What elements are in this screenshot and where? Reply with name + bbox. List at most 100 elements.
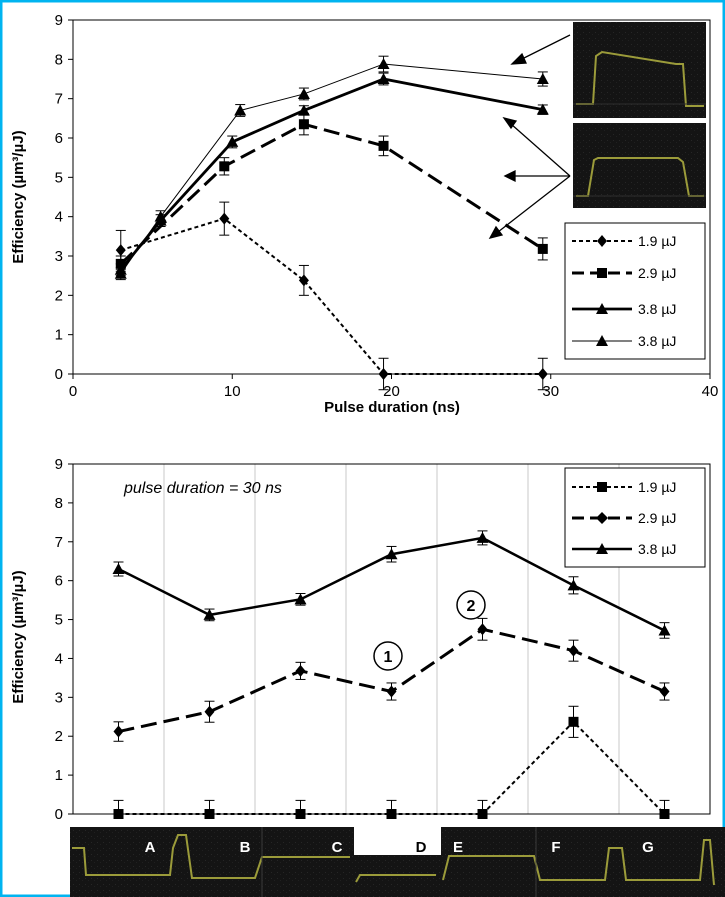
waveform-label-c: C — [332, 839, 343, 856]
waveform-label-b: B — [240, 839, 251, 856]
top-x-tick-label: 10 — [224, 383, 241, 400]
bottom-y-tick-label: 4 — [55, 650, 63, 667]
top-y-tick-label: 5 — [55, 169, 63, 186]
waveform-label-g: G — [642, 839, 654, 856]
bottom-legend: 1.9 µJ 2.9 µJ 3.8 µJ — [564, 467, 706, 568]
waveform-label-a: A — [145, 839, 156, 856]
top-data-point — [378, 140, 389, 151]
bottom-y-tick-label: 3 — [55, 689, 63, 706]
bottom-data-point — [568, 716, 579, 727]
circled-label-2: 2 — [456, 590, 486, 620]
waveform-label-f: F — [551, 839, 560, 856]
top-y-axis-title: Efficiency (µm³/µJ) — [10, 130, 27, 263]
top-data-point — [537, 243, 548, 254]
waveform-label-e: E — [453, 839, 463, 856]
top-legend-label-2: 2.9 µJ — [638, 265, 676, 281]
top-data-point — [115, 244, 126, 257]
top-y-tick-label: 0 — [55, 366, 63, 383]
top-x-tick-label: 0 — [69, 383, 77, 400]
bottom-data-point — [567, 579, 580, 591]
top-x-axis-title: Pulse duration (ns) — [324, 399, 460, 416]
top-series-line-4 — [120, 63, 543, 274]
bottom-plot-area — [72, 463, 711, 815]
circled-label-2-text: 2 — [467, 598, 476, 615]
top-y-tick-label: 3 — [55, 248, 63, 265]
top-data-point — [297, 87, 310, 99]
bottom-data-point — [385, 548, 398, 560]
pulse-duration-note: pulse duration = 30 ns — [123, 480, 282, 497]
bottom-data-point — [295, 664, 306, 677]
bottom-data-point — [476, 531, 489, 543]
bottom-y-tick-label: 8 — [55, 495, 63, 512]
bottom-series-group — [112, 530, 671, 819]
top-legend-label-1: 1.9 µJ — [638, 233, 676, 249]
top-plot-area — [72, 19, 711, 375]
top-data-point — [219, 212, 230, 225]
top-legend-item-4: 3.8 µJ — [572, 333, 676, 349]
bottom-data-point — [294, 593, 307, 605]
top-data-point — [154, 210, 167, 222]
bottom-y-tick-label: 6 — [55, 573, 63, 590]
circled-label-1: 1 — [373, 641, 403, 671]
top-data-point — [377, 73, 390, 84]
waveform-strip: A B C D E F G — [70, 827, 725, 897]
top-y-tick-label: 8 — [55, 51, 63, 68]
bottom-axis-ticks: 0 1 2 3 4 5 6 7 8 9 — [55, 456, 73, 823]
bottom-data-point — [568, 644, 579, 657]
bottom-legend-item-2: 2.9 µJ — [572, 510, 676, 526]
bottom-data-point — [112, 563, 125, 574]
bottom-y-tick-label: 5 — [55, 612, 63, 629]
top-legend-item-3: 3.8 µJ — [572, 301, 676, 317]
bottom-data-point — [204, 705, 215, 718]
scope-inset-2 — [573, 123, 706, 208]
bottom-data-point — [386, 685, 397, 698]
top-x-tick-label: 20 — [383, 383, 400, 400]
top-data-point — [377, 58, 390, 70]
bottom-y-tick-label: 0 — [55, 806, 63, 823]
top-legend-item-1: 1.9 µJ — [572, 233, 676, 249]
top-data-point — [297, 104, 310, 116]
bottom-y-tick-label: 7 — [55, 534, 63, 551]
bottom-chart: 0 1 2 3 4 5 6 7 8 9 Efficiency (µm³/µJ) pulse dur… — [10, 456, 725, 897]
top-y-tick-label: 1 — [55, 327, 63, 344]
bottom-legend-item-3: 3.8 µJ — [572, 541, 676, 557]
top-data-point — [226, 135, 239, 147]
bottom-y-axis-title: Efficiency (µm³/µJ) — [10, 570, 27, 703]
waveform-label-d: D — [416, 839, 427, 856]
top-y-tick-label: 2 — [55, 287, 63, 304]
top-legend-item-2: 2.9 µJ — [572, 265, 676, 281]
top-legend: 1.9 µJ 2.9 µJ 3.8 µJ 3.8 µJ — [564, 222, 706, 360]
top-data-point — [219, 161, 230, 172]
top-data-point — [536, 103, 549, 115]
bottom-data-point — [658, 624, 671, 636]
bottom-legend-label-1: 1.9 µJ — [638, 479, 676, 495]
bottom-y-tick-label: 9 — [55, 456, 63, 473]
top-data-point — [114, 267, 127, 279]
top-series-line-3 — [119, 77, 544, 271]
top-legend-label-3: 3.8 µJ — [638, 301, 676, 317]
inset-arrows — [488, 34, 571, 239]
bottom-y-tick-label: 1 — [55, 767, 63, 784]
bottom-legend-item-1: 1.9 µJ — [572, 479, 676, 495]
top-y-tick-label: 6 — [55, 130, 63, 147]
scope-inset-1 — [573, 22, 706, 118]
top-x-tick-label: 30 — [542, 383, 559, 400]
bottom-legend-label-3: 3.8 µJ — [638, 541, 676, 557]
bottom-data-point — [477, 623, 488, 636]
top-data-point — [234, 104, 247, 116]
top-y-tick-label: 7 — [55, 91, 63, 108]
bottom-legend-label-2: 2.9 µJ — [638, 510, 676, 526]
top-data-point — [536, 73, 549, 84]
circled-label-1-text: 1 — [384, 649, 393, 666]
top-y-tick-label: 9 — [55, 12, 63, 29]
top-series-group — [114, 55, 549, 391]
bottom-data-point — [203, 608, 216, 620]
top-data-point — [298, 274, 309, 287]
top-series-line-1 — [120, 217, 543, 375]
bottom-data-point — [659, 685, 670, 698]
top-legend-label-4: 3.8 µJ — [638, 333, 676, 349]
bottom-gridlines — [163, 464, 620, 814]
top-data-point — [298, 119, 309, 130]
